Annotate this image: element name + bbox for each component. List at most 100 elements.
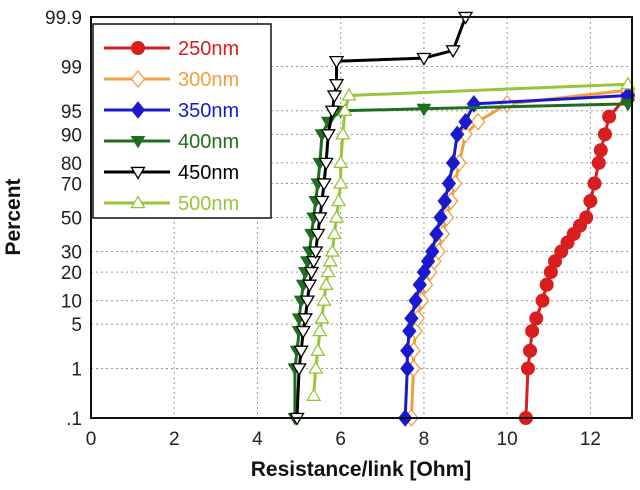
data-point-450nm [416,52,432,66]
x-tick-label: 2 [169,429,180,450]
y-tick-label: 30 [61,243,82,264]
data-point-500nm [328,209,345,223]
data-point-250nm [602,109,617,124]
x-axis-title: Resistance/link [Ohm] [251,458,472,481]
legend-label: 500nm [178,193,239,215]
legend-item-400nm: 400nm [104,131,239,153]
data-point-450nm [328,56,345,69]
data-point-500nm [337,102,353,116]
data-point-250nm [579,210,594,225]
data-point-350nm [458,112,473,131]
data-point-450nm [310,228,326,242]
data-point-450nm [328,79,345,93]
data-point-500nm [306,387,322,401]
x-tick-label: 8 [419,429,430,450]
series-layer [287,11,636,428]
legend-item-300nm: 300nm [104,69,239,91]
data-point-450nm [295,325,311,339]
x-tick-label: 0 [86,429,97,450]
data-point-450nm [293,345,309,359]
y-tick-label: 1 [71,359,82,380]
data-point-250nm [587,176,602,191]
data-point-450nm [326,90,343,104]
data-point-400nm [416,103,432,117]
data-point-450nm [291,363,307,377]
data-point-350nm [441,174,457,193]
data-point-450nm [308,246,324,260]
data-point-450nm [318,157,334,171]
y-tick-label: 99.9 [45,8,82,29]
legend-box [92,23,272,219]
data-point-500nm [341,87,357,101]
data-point-250nm [529,311,544,326]
data-point-500nm [322,253,338,267]
data-point-500nm [318,276,334,290]
data-point-250nm [593,143,608,158]
data-point-450nm [445,45,461,59]
series-500nm [306,76,636,401]
data-point-250nm [520,361,535,376]
data-point-350nm [400,359,415,378]
legend-marker [131,41,145,55]
legend-marker [130,195,146,209]
data-point-350nm [425,242,440,261]
data-point-500nm [335,126,351,140]
x-tick-label: 4 [252,429,263,450]
data-point-450nm [301,279,318,293]
data-point-500nm [310,342,326,356]
data-point-350nm [433,208,448,227]
data-point-250nm [548,254,563,269]
data-point-350nm [412,275,427,294]
data-point-350nm [402,322,417,340]
legend-marker [130,166,146,180]
data-point-450nm [324,105,341,119]
data-point-450nm [320,129,336,143]
data-point-500nm [316,292,332,306]
legend-marker [130,69,146,89]
legend-marker [130,101,146,119]
legend-marker [130,135,146,149]
legend-label: 400nm [178,131,239,153]
series-250nm [518,88,635,425]
x-tick-label: 10 [497,429,518,450]
x-tick-label: 6 [335,429,346,450]
data-point-450nm [303,266,320,280]
y-tick-label: 95 [61,102,82,123]
data-point-450nm [316,178,332,192]
data-point-450nm [297,313,313,327]
data-point-450nm [314,195,330,209]
legend-label: 450nm [178,162,239,184]
legend-item-500nm: 500nm [104,193,239,215]
data-point-350nm [445,154,461,172]
data-point-300nm [470,112,486,131]
data-point-500nm [324,243,341,257]
data-point-350nm [437,192,452,210]
data-point-250nm [583,194,598,209]
data-point-250nm [523,343,538,358]
y-tick-label: 99 [61,58,82,79]
data-point-500nm [330,193,347,207]
data-point-450nm [306,256,322,270]
y-tick-label: 5 [71,315,82,336]
legend-label: 300nm [178,69,239,91]
series-450nm [289,11,474,426]
data-point-350nm [429,225,444,243]
legend-label: 350nm [178,100,239,122]
y-tick-label: 80 [61,154,82,175]
data-point-250nm [591,155,606,170]
legend-item-350nm: 350nm [104,100,239,122]
data-point-350nm [400,341,415,360]
y-axis-title: Percent [2,178,25,255]
grid [91,17,632,418]
data-point-250nm [525,324,540,339]
y-tick-label: .1 [66,409,82,430]
legend: 250nm 300nm 350nm 400nm 450nm 500nm [92,23,272,219]
data-point-500nm [308,360,324,374]
data-point-500nm [320,264,336,278]
data-point-350nm [404,309,419,328]
legend-item-450nm: 450nm [104,162,239,184]
legend-label: 250nm [178,38,239,60]
